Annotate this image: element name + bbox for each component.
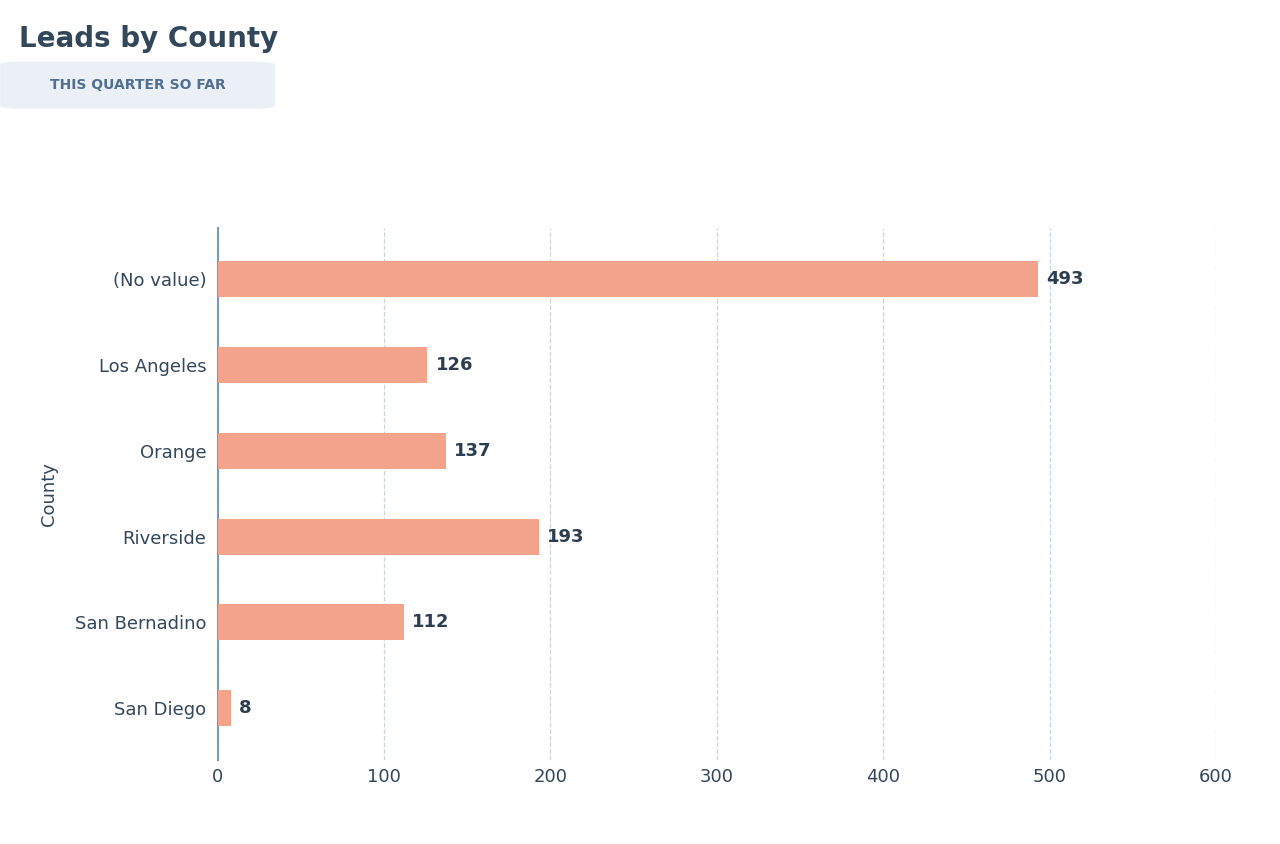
Text: THIS QUARTER SO FAR: THIS QUARTER SO FAR xyxy=(50,78,225,92)
Text: 137: 137 xyxy=(454,442,492,460)
Text: Leads by County: Leads by County xyxy=(19,25,279,53)
Bar xyxy=(218,347,428,383)
Text: 193: 193 xyxy=(547,528,585,545)
Text: 8: 8 xyxy=(239,699,252,717)
Text: 493: 493 xyxy=(1046,270,1084,289)
Y-axis label: County: County xyxy=(41,462,59,526)
Bar xyxy=(218,604,404,641)
Text: 126: 126 xyxy=(435,356,474,374)
Bar xyxy=(218,433,445,469)
FancyBboxPatch shape xyxy=(0,62,275,109)
Bar xyxy=(218,262,1038,297)
Text: 112: 112 xyxy=(412,614,449,631)
Bar xyxy=(218,518,539,555)
Bar xyxy=(218,690,230,726)
